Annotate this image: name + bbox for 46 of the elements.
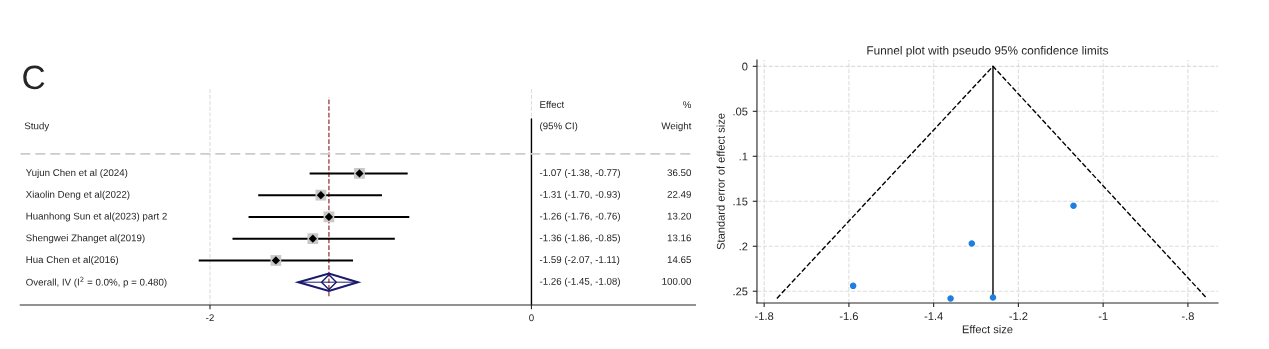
- text: Study: [24, 122, 50, 132]
- category-label: Xiaolin Deng et al(2022): [25, 190, 130, 200]
- annotation: -1.26 (-1.76, -0.76): [539, 212, 620, 222]
- annotation: 13.16: [667, 234, 691, 242]
- y-tick-label: .15: [733, 197, 748, 206]
- y-tick-label: .2: [739, 242, 748, 251]
- annotation: 36.50: [667, 169, 692, 177]
- annotation: -1.26 (-1.45, -1.08): [539, 277, 620, 287]
- annotation: 22.49: [667, 190, 691, 198]
- text: Effect: [540, 100, 565, 108]
- annotation: -1.36 (-1.86, -0.85): [539, 234, 620, 244]
- text: Weight: [661, 122, 692, 132]
- category-label: Shengwei Zhanget al(2019): [26, 234, 145, 244]
- x-tick-label: 0: [529, 314, 534, 322]
- x-tick-label: -1.6: [839, 312, 858, 321]
- annotation: -1.07 (-1.38, -0.77): [539, 168, 620, 178]
- x-tick-label: -.8: [1181, 312, 1194, 321]
- text: %: [683, 101, 692, 108]
- x-tick-label: -1: [1098, 312, 1108, 321]
- text: (95% CI): [540, 122, 578, 132]
- annotation: -1.59 (-2.07, -1.11): [539, 255, 620, 265]
- y-tick-label: 0: [742, 62, 748, 71]
- y-tick-label: .1: [739, 152, 748, 161]
- annotation: -1.31 (-1.70, -0.93): [539, 190, 620, 200]
- category-label: Hua Chen et al(2016): [26, 255, 119, 265]
- text: C: [23, 65, 45, 90]
- point: [849, 282, 857, 290]
- category-label: Overall, IV (I$^{2}$ = 0.0%, p = 0.480): [26, 276, 167, 288]
- x-tick-label: -1.4: [924, 312, 943, 321]
- point: [968, 240, 976, 247]
- y-tick-label: .25: [733, 287, 748, 296]
- annotation: 100.00: [662, 277, 692, 285]
- point: [947, 295, 954, 302]
- x-tick-label: -1.2: [1009, 312, 1028, 321]
- point: [989, 294, 997, 301]
- x-tick-label: -2: [206, 314, 214, 322]
- y-tick-label: .05: [733, 107, 748, 116]
- chart-title: Funnel plot with pseudo 95% confidence limits: [867, 45, 1109, 57]
- x-axis-title: Effect size: [962, 325, 1013, 334]
- y-axis-title: Standard error of effect size: [716, 113, 725, 250]
- x-tick-label: -1.8: [755, 312, 774, 321]
- annotation: 13.20: [667, 212, 692, 220]
- category-label: Yujun Chen et al (2024): [25, 168, 128, 178]
- category-label: Huanhong Sun et al(2023) part 2: [26, 212, 167, 222]
- annotation: 14.65: [667, 256, 691, 264]
- point: [1070, 202, 1077, 210]
